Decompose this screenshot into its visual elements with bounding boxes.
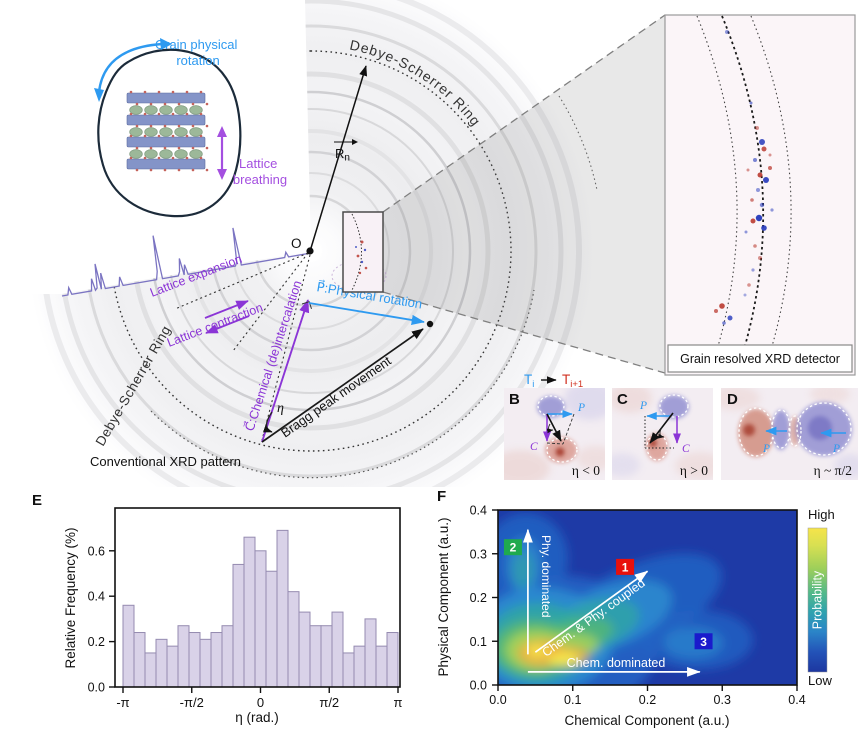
eta-angle-label: η: [277, 401, 284, 416]
panel-e-histogram: 0.0 0.2 0.4 0.6 -π -π/2 0 π/2 π η (rad.) Relativ…: [63, 507, 403, 725]
bragg-arrow: [261, 328, 424, 443]
colorbar-low-label: Low: [808, 673, 832, 688]
conventional-xrd-label: Conventional XRD pattern: [90, 454, 241, 469]
lattice-breathing-label: Lattice breathing: [233, 156, 287, 187]
origin-dot: [306, 247, 314, 255]
breathing-arrow: [217, 126, 227, 180]
svg-text:0.0: 0.0: [489, 693, 506, 707]
phy-dominated-label: Phy. dominated: [539, 535, 553, 618]
svg-text:0.6: 0.6: [88, 544, 105, 558]
svg-text:0.3: 0.3: [470, 547, 487, 561]
svg-text:0.2: 0.2: [470, 591, 487, 605]
svg-text:Ti: Ti: [524, 372, 534, 390]
panel-f-label: F: [437, 488, 447, 505]
chem-dominated-label: Chem. dominated: [567, 656, 666, 670]
svg-text:0.2: 0.2: [639, 693, 656, 707]
svg-text:π/2: π/2: [319, 695, 339, 710]
e-xaxis-label: η (rad.): [235, 710, 279, 725]
grain-rotation-label: Grain physical rotation: [155, 37, 241, 68]
rn-label: Rn: [334, 139, 358, 164]
svg-text:3: 3: [700, 635, 707, 649]
grain-sketch: Grain physical rotation Lattice breathin…: [94, 37, 287, 218]
colorbar-high-label: High: [808, 507, 835, 522]
panel-b-label: B: [509, 391, 520, 408]
p-vector-label: P⃗: [639, 400, 656, 412]
f-axis-ticks: 0.0 0.1 0.2 0.3 0.4 0.0 0.1 0.2 0.3 0.4: [470, 504, 806, 708]
c-vector-label: C⃗: [682, 443, 699, 455]
svg-text:0.4: 0.4: [470, 504, 487, 518]
p-vector-label-1: P⃗: [762, 443, 779, 455]
resultant-arrow: [546, 413, 562, 442]
panel-d: P⃗ P⃗ D η ~ π/2: [721, 388, 858, 480]
histogram-bars: [122, 529, 399, 688]
p-vector-label: P⃗: [577, 402, 594, 414]
panel-e-label: E: [32, 492, 43, 509]
panel-b: P⃗ C⃗ B η < 0: [504, 388, 605, 480]
blob-outline: [788, 415, 802, 447]
xrd-1d-spectrum: [61, 227, 311, 297]
e-axis-ticks: 0.0 0.2 0.4 0.6 -π -π/2 0 π/2 π: [88, 544, 403, 710]
svg-text:1: 1: [622, 560, 629, 574]
svg-text:2: 2: [510, 541, 517, 555]
origin-label: O: [291, 236, 302, 251]
e-plot-frame: [114, 507, 401, 688]
chemical-vector-arrow: [261, 299, 310, 443]
blob-outline: [546, 437, 578, 463]
svg-text:0.4: 0.4: [788, 693, 805, 707]
magnification-wedge: [382, 14, 666, 374]
heatmap-annotations: 1 2 3: [503, 528, 713, 677]
blob-outline: [537, 395, 565, 417]
svg-text:0.2: 0.2: [88, 635, 105, 649]
f-yaxis-label: Physical Component (a.u.): [436, 517, 451, 676]
panel-d-label: D: [727, 391, 738, 408]
lattice-contraction-arrow: [205, 315, 250, 334]
right-angle-marker: [301, 301, 312, 310]
svg-text:0.3: 0.3: [714, 693, 731, 707]
blob-outline: [659, 394, 689, 418]
c-vector-label: C⃗: [530, 441, 547, 453]
e-yaxis-label: Relative Frequency (%): [63, 527, 78, 668]
svg-text:0.1: 0.1: [470, 635, 487, 649]
panel-d-caption: η ~ π/2: [814, 463, 852, 478]
rn-arrow: [310, 65, 368, 249]
svg-text:0.1: 0.1: [564, 693, 581, 707]
svg-text:-π: -π: [116, 695, 129, 710]
p-vector-label-2: P⃗: [832, 443, 849, 455]
svg-text:-π/2: -π/2: [180, 695, 204, 710]
lattice-expansion-arrow: [204, 300, 249, 319]
colorbar-title: Probability: [811, 570, 825, 629]
rotation-arrow: [94, 38, 172, 102]
svg-text:0.0: 0.0: [470, 679, 487, 693]
colorbar: High Low Probability: [807, 507, 835, 688]
panel-c: P⃗ C⃗ C η > 0: [612, 388, 713, 480]
sample-region-box: [331, 211, 387, 293]
svg-text:Rn: Rn: [335, 146, 350, 164]
svg-text:0.4: 0.4: [88, 590, 105, 604]
bragg-peak-dot: [426, 320, 434, 328]
eta-angle-arc: [262, 411, 273, 433]
panel-f-heatmap: 123 Phy. dominated Chem. & Phy. coupled …: [436, 504, 835, 729]
svg-text:0: 0: [257, 695, 264, 710]
detector-inset-label: Grain resolved XRD detector: [680, 352, 840, 366]
ring-segment-dotted: [558, 95, 598, 191]
f-xaxis-label: Chemical Component (a.u.): [564, 713, 729, 728]
panel-b-caption: η < 0: [572, 463, 600, 478]
blob-outline: [796, 402, 852, 456]
svg-text:π: π: [394, 695, 403, 710]
heatmap-area: [498, 510, 797, 685]
detector-inset: Grain resolved XRD detector: [664, 14, 856, 376]
timestep-transition-label: Ti Ti+1: [524, 372, 583, 390]
panel-c-caption: η > 0: [680, 463, 708, 478]
physical-vector-arrow: [308, 302, 425, 326]
radial-guides: [174, 252, 311, 441]
svg-text:0.0: 0.0: [88, 681, 105, 695]
svg-text:Ti+1: Ti+1: [562, 372, 583, 390]
panel-c-label: C: [617, 391, 628, 408]
